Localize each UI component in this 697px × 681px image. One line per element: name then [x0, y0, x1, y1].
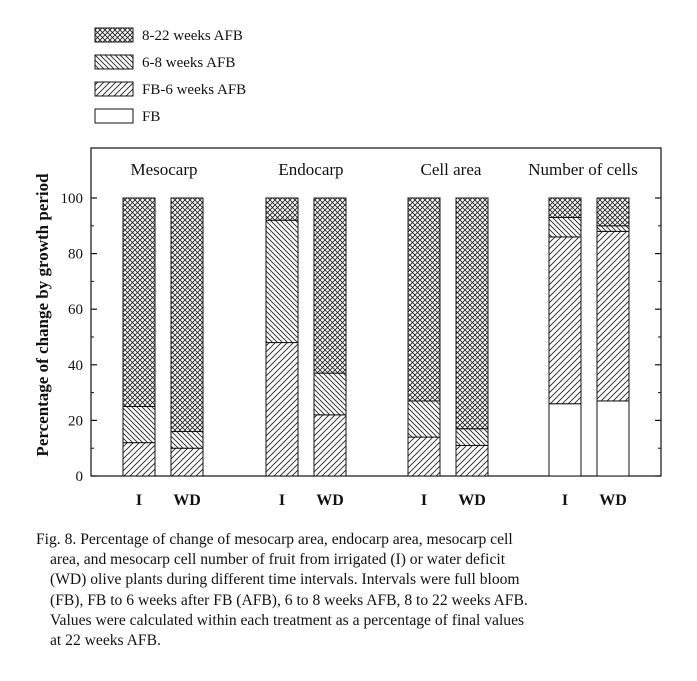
- caption-line-6: at 22 weeks AFB.: [50, 632, 161, 650]
- plot-frame: [90, 147, 662, 477]
- caption-line-2: area, and mesocarp cell number of fruit …: [50, 551, 506, 569]
- legend-label-8-22-weeks-afb: 8-22 weeks AFB: [142, 28, 243, 44]
- bar-segment-endocarp-wd-fb-6-weeks-afb: [313, 414, 347, 477]
- legend-swatch-8-22-weeks-afb: [94, 27, 134, 43]
- bar-segment-cell-area-i-8-22-weeks-afb: [407, 197, 441, 402]
- group-title-mesocarp: Mesocarp: [130, 160, 197, 179]
- legend-label-6-8-weeks-afb: 6-8 weeks AFB: [142, 55, 235, 71]
- y-tick-label-80: 80: [68, 247, 83, 263]
- legend-swatch-fb-6-weeks-afb: [94, 81, 134, 97]
- bar-segment-endocarp-i-fb-6-weeks-afb: [265, 342, 299, 477]
- caption-line-3: (WD) olive plants during different time …: [50, 571, 520, 589]
- bar-segment-number-of-cells-wd-fb: [596, 400, 630, 477]
- bar-segment-number-of-cells-wd-8-22-weeks-afb: [596, 197, 630, 227]
- bar-segment-mesocarp-wd-8-22-weeks-afb: [170, 197, 204, 433]
- y-tick-label-60: 60: [68, 302, 83, 318]
- group-titles: Mesocarp Endocarp Cell area Number of cells: [130, 160, 637, 179]
- bar-label-mesocarp-i: I: [136, 492, 142, 509]
- bar-segment-number-of-cells-i-fb-6-weeks-afb: [548, 236, 582, 405]
- bar-segment-cell-area-wd-6-8-weeks-afb: [455, 428, 489, 446]
- bar-segment-endocarp-wd-6-8-weeks-afb: [313, 372, 347, 416]
- bar-segment-endocarp-i-6-8-weeks-afb: [265, 219, 299, 344]
- bar-segment-mesocarp-i-6-8-weeks-afb: [122, 406, 156, 444]
- y-tick-label-20: 20: [68, 413, 83, 429]
- bar-segment-endocarp-i-8-22-weeks-afb: [265, 197, 299, 221]
- bar-segment-number-of-cells-i-8-22-weeks-afb: [548, 197, 582, 218]
- caption-line-4: (FB), FB to 6 weeks after FB (AFB), 6 to…: [50, 591, 528, 609]
- bar-segment-mesocarp-wd-6-8-weeks-afb: [170, 431, 204, 449]
- bar-label-cell-area-i: I: [421, 492, 427, 509]
- y-axis-ticks: 0 20 40 60 80 100: [61, 191, 661, 485]
- bar-label-endocarp-wd: WD: [316, 492, 344, 509]
- group-title-cell-area: Cell area: [421, 160, 482, 179]
- y-tick-label-40: 40: [68, 358, 83, 374]
- bars: [122, 197, 630, 477]
- bar-segment-cell-area-wd-fb-6-weeks-afb: [455, 444, 489, 477]
- legend-label-fb-6-weeks-afb: FB-6 weeks AFB: [142, 82, 246, 98]
- bar-segment-number-of-cells-i-fb: [548, 403, 582, 477]
- bar-label-number-of-cells-i: I: [562, 492, 568, 509]
- y-tick-label-0: 0: [76, 469, 84, 485]
- bar-segment-mesocarp-wd-fb-6-weeks-afb: [170, 447, 204, 477]
- bar-label-endocarp-i: I: [279, 492, 285, 509]
- stacked-bar-chart: 8-22 weeks AFB 6-8 weeks AFB FB-6 weeks AF…: [33, 27, 662, 509]
- bar-segment-cell-area-wd-8-22-weeks-afb: [455, 197, 489, 430]
- legend: 8-22 weeks AFB 6-8 weeks AFB FB-6 weeks AF…: [94, 27, 246, 125]
- bar-segment-mesocarp-i-fb-6-weeks-afb: [122, 442, 156, 477]
- bar-segment-number-of-cells-i-6-8-weeks-afb: [548, 216, 582, 238]
- legend-swatch-6-8-weeks-afb: [94, 54, 134, 70]
- legend-label-fb: FB: [142, 109, 160, 125]
- group-title-endocarp: Endocarp: [278, 160, 343, 179]
- y-tick-label-100: 100: [61, 191, 84, 207]
- bar-segment-number-of-cells-wd-fb-6-weeks-afb: [596, 230, 630, 402]
- bar-label-cell-area-wd: WD: [458, 492, 486, 509]
- legend-swatch-fb: [94, 108, 134, 124]
- bar-segment-cell-area-i-6-8-weeks-afb: [407, 400, 441, 438]
- bar-segment-number-of-cells-wd-6-8-weeks-afb: [596, 225, 630, 232]
- caption-line-1: Fig. 8. Percentage of change of mesocarp…: [36, 531, 513, 548]
- caption-line-5: Values were calculated within each treat…: [50, 611, 525, 629]
- bar-label-number-of-cells-wd: WD: [599, 492, 627, 509]
- bar-segment-cell-area-i-fb-6-weeks-afb: [407, 436, 441, 477]
- figure-caption: Fig. 8. Percentage of change of mesocarp…: [36, 530, 676, 651]
- bar-labels: I WD I WD I WD I WD: [136, 492, 627, 509]
- bar-label-mesocarp-wd: WD: [173, 492, 201, 509]
- y-axis-label: Percentage of change by growth period: [33, 173, 52, 457]
- group-title-number-of-cells: Number of cells: [528, 160, 638, 179]
- bar-segment-mesocarp-i-8-22-weeks-afb: [122, 197, 156, 407]
- bar-segment-endocarp-wd-8-22-weeks-afb: [313, 197, 347, 374]
